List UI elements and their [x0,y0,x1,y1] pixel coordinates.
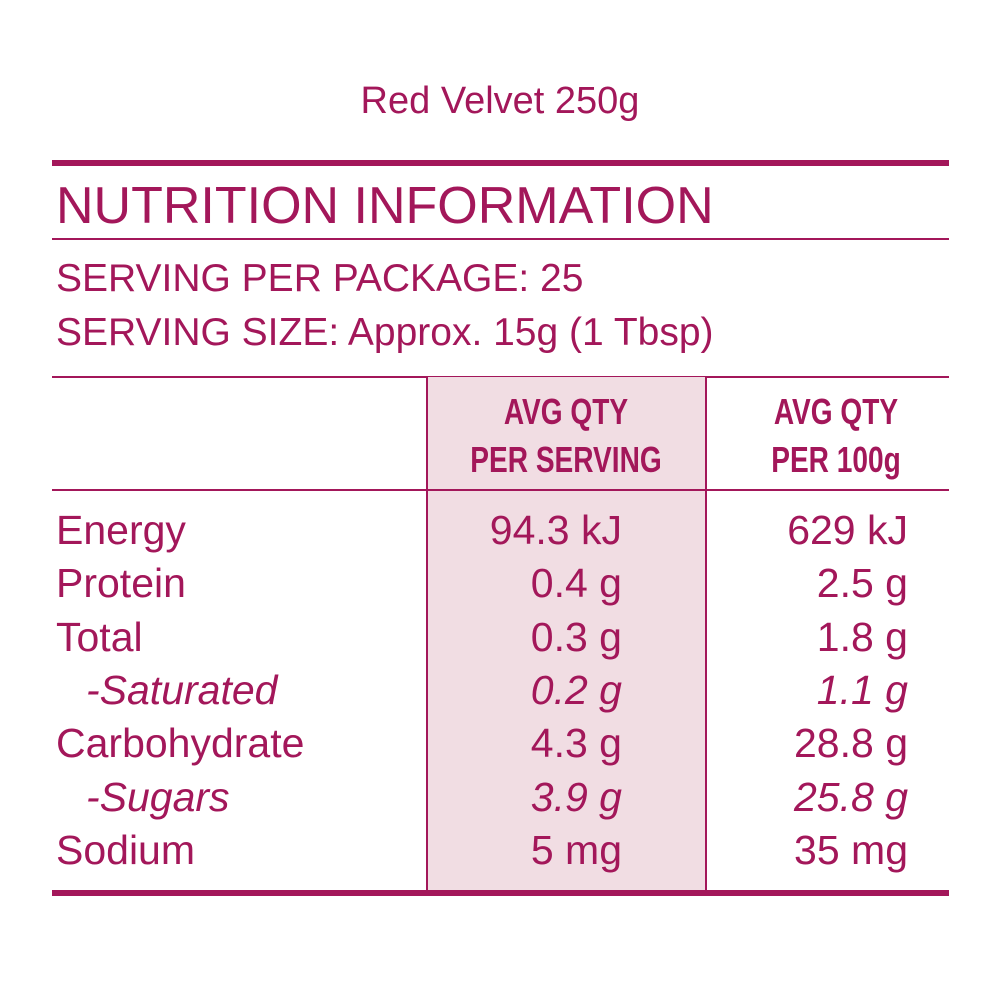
heading: NUTRITION INFORMATION [56,177,714,235]
column-divider [705,377,707,890]
row-label: -Saturated [86,666,278,713]
row-label: Protein [56,560,186,607]
thin-rule [52,238,949,240]
row-label: Carbohydrate [56,720,305,767]
row-value: 28.8 g [794,720,908,767]
row-label: Total [56,613,143,660]
column-shade [427,377,706,890]
row-value: 0.4 g [530,560,622,607]
row-value: 3.9 g [530,773,622,820]
column-header: PER 100g [771,439,901,480]
thick-rule [52,160,949,166]
row-label: Sodium [56,826,196,873]
row-value: 1.1 g [816,666,908,713]
row-value: 1.8 g [816,613,908,660]
thick-rule [52,890,949,896]
product-title: Red Velvet 250g [360,80,640,122]
row-label: Energy [56,507,186,553]
row-value: 4.3 g [530,720,622,767]
row-value: 0.3 g [530,613,622,660]
serving-per-package: SERVING PER PACKAGE: 25 [56,257,584,300]
row-value: 35 mg [794,826,908,873]
column-header: AVG QTY [773,391,899,432]
serving-size: SERVING SIZE: Approx. 15g (1 Tbsp) [56,311,714,354]
thin-rule [52,489,949,491]
column-divider [426,377,428,890]
row-value: 0.2 g [530,666,622,713]
row-value: 629 kJ [787,507,908,553]
row-label: -Sugars [86,773,230,820]
row-value: 94.3 kJ [489,507,622,553]
row-value: 5 mg [530,826,622,873]
column-header: PER SERVING [470,439,662,480]
column-header: AVG QTY [503,391,629,432]
row-value: 2.5 g [816,560,908,607]
row-value: 25.8 g [794,773,908,820]
